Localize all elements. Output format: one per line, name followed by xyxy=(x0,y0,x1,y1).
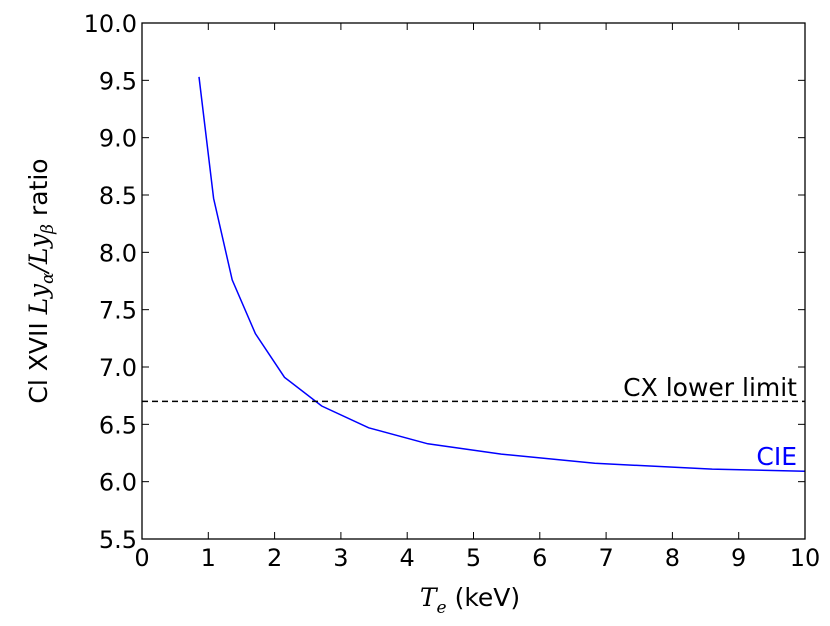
x-axis-label: Te (keV) xyxy=(420,583,520,618)
y-tick-label: 5.5 xyxy=(99,526,137,554)
y-axis-suffix: ratio xyxy=(24,158,53,224)
cx-lower-limit-annotation: CX lower limit xyxy=(623,373,797,402)
x-tick-label: 4 xyxy=(400,544,415,572)
y-axis-den-sub: β xyxy=(38,224,58,235)
x-axis-unit: (keV) xyxy=(455,583,521,612)
y-axis-den-symbol: Ly xyxy=(24,233,53,265)
data-layer xyxy=(142,76,806,473)
x-axis-subscript: e xyxy=(437,598,447,618)
x-tick-label: 5 xyxy=(466,544,481,572)
y-axis-num-sub: α xyxy=(38,272,58,284)
y-tick-label: 9.5 xyxy=(99,67,137,95)
x-tick-label: 0 xyxy=(134,544,149,572)
x-tick-label: 3 xyxy=(333,544,348,572)
y-tick-label: 8.0 xyxy=(99,239,137,267)
x-axis-symbol: T xyxy=(420,583,439,612)
y-axis-label: Cl XVII Lyα/Lyβ ratio xyxy=(24,158,58,403)
y-axis-num-symbol: Ly xyxy=(24,283,53,315)
y-tick-label: 9.0 xyxy=(99,125,137,153)
x-tick-label: 1 xyxy=(201,544,216,572)
x-tick-label: 9 xyxy=(731,544,746,572)
y-axis-prefix: Cl XVII xyxy=(24,314,53,403)
plot-frame xyxy=(141,22,806,540)
y-tick-label: 7.5 xyxy=(99,297,137,325)
x-tick-label: 2 xyxy=(267,544,282,572)
y-axis-slash: / xyxy=(24,262,53,275)
y-tick-label: 10.0 xyxy=(84,10,137,38)
x-tick-label: 8 xyxy=(665,544,680,572)
y-tick-label: 7.0 xyxy=(99,354,137,382)
cie-annotation: CIE xyxy=(756,442,797,471)
y-tick-label: 8.5 xyxy=(99,182,137,210)
y-tick-label: 6.0 xyxy=(99,469,137,497)
x-tick-label: 7 xyxy=(598,544,613,572)
x-tick-label: 10 xyxy=(790,544,821,572)
ticks-layer: 0 1 2 3 4 5 6 7 8 9 10 5.5 6.0 6.5 7.0 7.5 8.0 8.5 9.0 9.5 1… xyxy=(84,10,821,572)
cie-series-line xyxy=(198,76,806,473)
y-tick-label: 6.5 xyxy=(99,411,137,439)
x-tick-label: 6 xyxy=(532,544,547,572)
